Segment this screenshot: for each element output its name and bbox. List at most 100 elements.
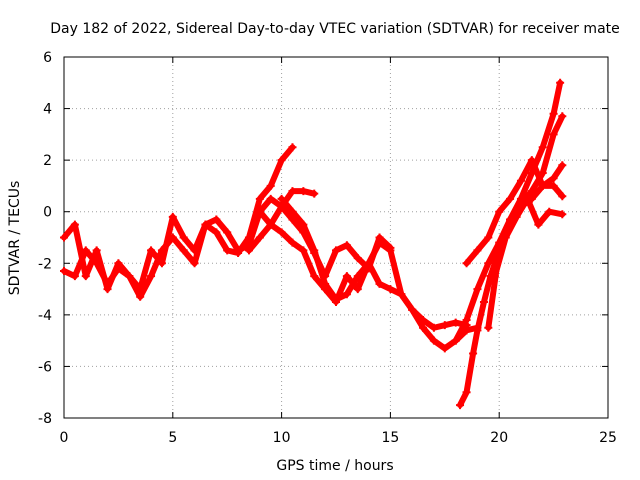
data-point [179,233,188,242]
data-point [60,267,68,276]
data-point [484,233,493,242]
data-point [266,220,275,229]
data-point [81,246,90,255]
data-point [353,254,362,263]
data-point [136,292,145,301]
data-point [147,246,156,255]
data-point [462,316,471,325]
data-point [549,174,558,183]
data-point [462,388,471,397]
y-axis-label: SDTVAR / TECUs [7,181,23,296]
data-point [353,272,362,281]
data-point [479,297,488,306]
data-point [266,181,275,190]
data-point [558,161,567,170]
data-point [558,112,567,121]
plot-frame [63,56,609,419]
data-point [223,228,232,237]
data-point [234,246,243,255]
data-point [429,336,438,345]
data-point [495,207,504,216]
data-point [512,212,521,221]
data-point [81,272,90,281]
data-point [558,192,567,201]
axis-ticks: 0 5 10 15 20 25 -8 -6 -4 -2 0 2 4 6 [38,50,617,446]
data-point [179,246,188,255]
data-point [473,285,482,294]
data-point [70,272,79,281]
data-point [157,246,166,255]
data-point [462,259,471,268]
data-point [299,187,308,196]
series-line [463,157,566,267]
y-tick-label: 4 [43,102,52,118]
data-point [60,233,68,242]
x-tick-label: 0 [60,430,69,446]
data-point [429,323,438,332]
x-tick-label: 5 [168,430,177,446]
data-point [386,285,395,294]
series-track-2 [60,187,319,301]
data-point [549,109,558,118]
data-series [60,78,567,410]
data-point [386,243,395,252]
y-tick-label: 0 [43,205,52,221]
data-point [364,259,373,268]
data-point [255,233,264,242]
data-point [538,143,547,152]
data-point [332,295,340,304]
data-point [419,323,428,332]
series-line [457,113,566,409]
data-point [375,233,384,242]
data-point [212,228,221,237]
y-tick-label: 6 [43,50,52,66]
data-point [527,156,536,165]
data-point [321,279,330,288]
data-point [397,290,406,299]
data-point [469,349,478,358]
data-point [506,194,515,203]
data-point [549,181,558,190]
data-point [538,181,547,190]
data-point [70,220,79,229]
data-point [223,246,232,255]
data-point [266,194,275,203]
data-point [353,285,362,294]
data-point [534,220,543,229]
data-point [299,220,308,229]
data-point [277,156,286,165]
data-point [516,176,525,185]
data-point [523,194,532,203]
series-track-10 [490,194,567,281]
data-point [456,401,465,410]
x-tick-label: 25 [599,430,617,446]
data-point [201,220,210,229]
data-point [244,246,253,255]
data-point [288,143,297,152]
data-point [147,272,156,281]
y-tick-label: -2 [38,256,52,272]
data-point [375,279,384,288]
data-point [332,246,340,255]
x-tick-label: 15 [381,430,399,446]
series-line [61,188,318,300]
data-point [342,272,351,281]
data-point [299,246,308,255]
data-point [168,212,177,221]
x-tick-label: 10 [273,430,291,446]
data-point [92,246,101,255]
y-tick-label: -6 [38,359,52,375]
data-point [103,279,112,288]
data-point [310,272,319,281]
data-point [408,305,417,314]
grid-lines [64,57,608,418]
y-tick-label: 2 [43,153,52,169]
data-point [342,241,351,250]
data-point [501,233,510,242]
x-tick-label: 20 [490,430,508,446]
data-point [451,336,460,345]
data-point [440,321,449,330]
series-track-8 [462,156,567,268]
data-point [288,187,297,196]
